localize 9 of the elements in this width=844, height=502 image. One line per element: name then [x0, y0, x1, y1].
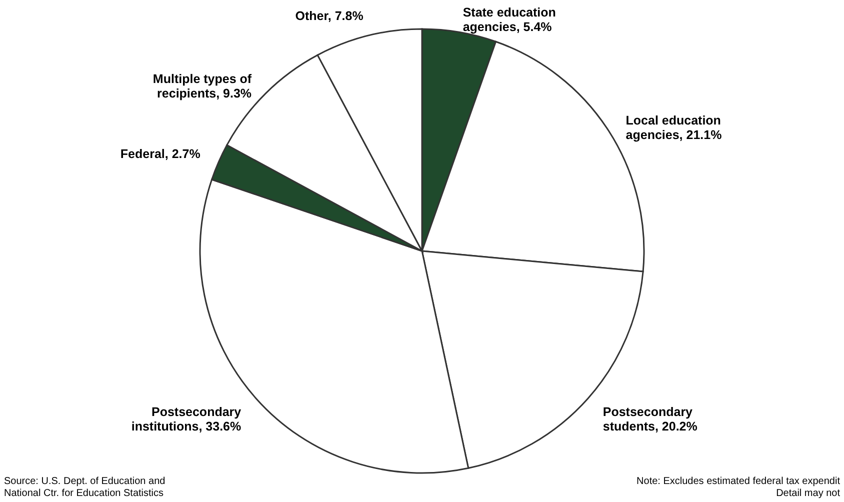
slice-label: Other, 7.8%: [295, 9, 364, 24]
slice-label: State education agencies, 5.4%: [462, 5, 556, 34]
slice-label: Postsecondary institutions, 33.6%: [131, 404, 242, 434]
text: Note: Excludes estimated federal tax expendit Detail may not: [636, 476, 840, 499]
slice-label: Federal, 2.7%: [120, 146, 200, 161]
slice-label: Postsecondary students, 20.2%: [602, 404, 698, 434]
slice-label: Local education agencies, 21.1%: [626, 113, 722, 142]
slice-label: Multiple types of recipients, 9.3%: [152, 72, 252, 101]
source-note: Source: U.S. Dept. of Education and National Ctr. for Education Statistics: [4, 476, 166, 499]
